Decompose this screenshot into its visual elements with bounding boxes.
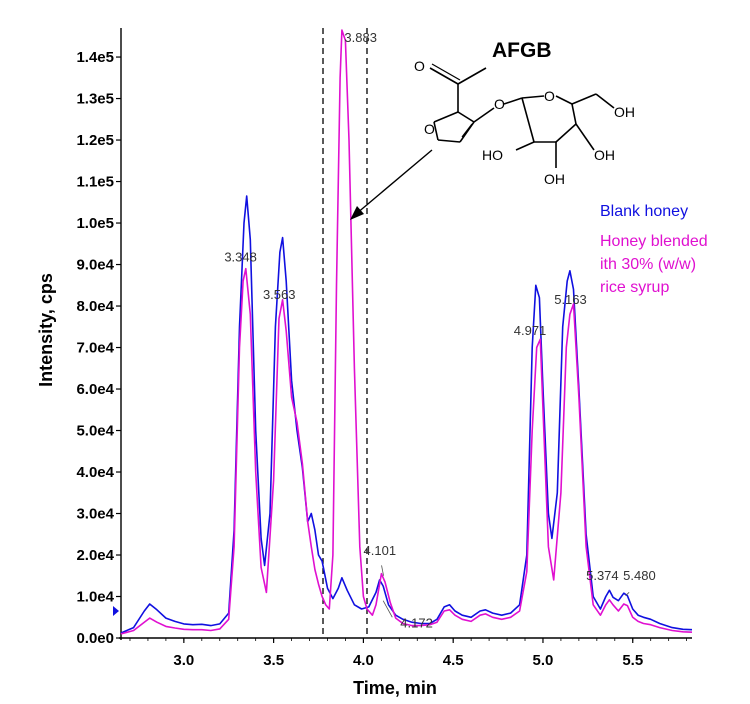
chart-title: AFGB — [492, 39, 552, 62]
legend-entry-honey-blended-line3: rice syrup — [600, 279, 669, 296]
peak-label: 5.163 — [554, 292, 587, 307]
y-tick-label: 8.0e4 — [76, 298, 114, 315]
y-tick-label: 1.1e5 — [76, 174, 114, 191]
peak-leader-line — [381, 565, 384, 576]
y-tick-label: 2.0e4 — [76, 547, 114, 564]
atom-label: OH — [614, 104, 635, 120]
afgb-structure-atoms: O O O O OH HO OH OH — [414, 58, 635, 187]
y-tick-label: 1.0e5 — [76, 215, 114, 232]
y-tick-label: 9.0e4 — [76, 257, 114, 274]
legend-entry-blank-honey: Blank honey — [600, 203, 688, 220]
legend: Blank honey Honey blended ith 30% (w/w) … — [600, 203, 708, 296]
y-axis-label: Intensity, cps — [36, 273, 56, 387]
y-axis-marker-icon — [113, 606, 119, 616]
y-tick-label: 5.0e4 — [76, 423, 114, 440]
x-tick-label: 5.0 — [533, 652, 554, 669]
x-tick-label: 3.0 — [173, 652, 194, 669]
y-tick-label: 3.0e4 — [76, 506, 114, 523]
peak-label: 3.348 — [224, 250, 257, 265]
atom-label: O — [494, 96, 505, 112]
x-tick-label: 5.5 — [622, 652, 643, 669]
peak-label: 4.172 — [400, 615, 433, 630]
afgb-structure — [429, 63, 615, 168]
legend-entry-honey-blended-line1: Honey blended — [600, 233, 708, 250]
peak-leader-line — [382, 600, 393, 618]
tick-labels: 0.0e0 1.0e4 2.0e4 3.0e4 4.0e4 5.0e4 6.0e4 7.0e4… — [76, 49, 688, 669]
x-tick-label: 4.0 — [353, 652, 374, 669]
peak-label: 5.374 — [586, 568, 619, 583]
x-tick-label: 4.5 — [443, 652, 464, 669]
peak-label: 4.101 — [364, 543, 397, 558]
legend-entry-honey-blended-line2: ith 30% (w/w) — [600, 256, 696, 273]
peak-label: 3.563 — [263, 287, 296, 302]
series-lines — [120, 29, 693, 635]
series-line-blended-honey — [120, 29, 693, 635]
peak-label: 4.971 — [514, 323, 547, 338]
y-tick-label: 6.0e4 — [76, 381, 114, 398]
y-tick-label: 7.0e4 — [76, 340, 114, 357]
atom-label: O — [424, 121, 435, 137]
atom-label: OH — [594, 147, 615, 163]
peak-leader-line — [625, 592, 630, 596]
y-tick-label: 1.3e5 — [76, 91, 114, 108]
atom-label: O — [544, 88, 555, 104]
series-line-blank-honey — [120, 195, 693, 634]
atom-label: HO — [482, 147, 503, 163]
y-tick-label: 0.0e0 — [76, 630, 114, 647]
x-tick-label: 3.5 — [263, 652, 284, 669]
atom-label: OH — [544, 171, 565, 187]
peak-label: 5.480 — [623, 568, 656, 583]
y-tick-label: 4.0e4 — [76, 464, 114, 481]
peak-label: 3.883 — [344, 30, 377, 45]
axes — [113, 28, 692, 640]
peak-labels: 3.348 3.563 3.883 4.101 4.172 4.971 5.163 5.374… — [224, 30, 655, 630]
annotation-arrow — [350, 149, 433, 220]
atom-label: O — [414, 58, 425, 74]
x-axis-label: Time, min — [353, 678, 437, 698]
y-tick-label: 1.4e5 — [76, 49, 114, 66]
y-tick-label: 1.0e4 — [76, 589, 114, 606]
y-tick-label: 1.2e5 — [76, 132, 114, 149]
dashed-markers — [322, 28, 368, 638]
